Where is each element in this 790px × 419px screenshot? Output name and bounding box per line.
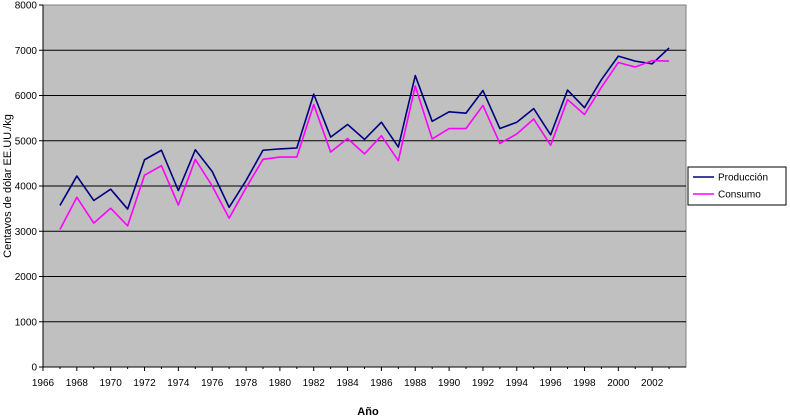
x-tick-label: 1988 [404, 378, 427, 389]
series-lines [59, 47, 670, 230]
x-axis-title: Año [357, 406, 379, 418]
x-tick-label: 1968 [66, 378, 89, 389]
x-tick-label: 1996 [540, 378, 563, 389]
x-tick-label: 1974 [167, 378, 190, 389]
x-tick-label: 2000 [607, 378, 630, 389]
y-tick-label: 2000 [15, 272, 38, 283]
y-tick-label: 5000 [15, 136, 38, 147]
grid [43, 49, 686, 323]
legend: Producción Consumo [687, 166, 787, 206]
y-tick-label: 7000 [15, 46, 38, 57]
legend-box [687, 166, 787, 206]
x-axis: 1966 1968 1970 1972 1974 1976 1978 1980 1982 1984… [32, 366, 686, 389]
x-tick-label: 2002 [641, 378, 664, 389]
legend-label: Consumo [718, 190, 761, 201]
y-tick-label: 8000 [15, 1, 38, 12]
y-tick-label: 6000 [15, 91, 38, 102]
y-tick-label: 3000 [15, 227, 38, 238]
x-tick-label: 1970 [100, 378, 123, 389]
x-tick-label: 1978 [235, 378, 258, 389]
x-tick-label: 1994 [506, 378, 529, 389]
y-tick-label: 1000 [15, 317, 38, 328]
x-tick-label: 1976 [201, 378, 224, 389]
series-line-produccion [59, 47, 670, 210]
x-tick-label: 1986 [370, 378, 393, 389]
legend-label: Producción [718, 173, 768, 184]
y-tick-label: 0 [31, 363, 37, 374]
y-axis: 0 1000 2000 3000 4000 5000 6000 7000 8000 [15, 1, 44, 374]
y-axis-title: Centavos de dólar EE.UU./kg [2, 114, 14, 258]
x-tick-label: 1990 [438, 378, 461, 389]
x-tick-label: 1982 [303, 378, 326, 389]
x-tick-label: 1980 [269, 378, 292, 389]
y-tick-label: 4000 [15, 182, 38, 193]
series-line-consumo [59, 59, 670, 230]
x-tick-label: 1966 [32, 378, 55, 389]
x-tick-label: 1984 [336, 378, 359, 389]
x-tick-label: 1972 [133, 378, 156, 389]
x-tick-label: 1992 [472, 378, 495, 389]
x-tick-label: 1998 [573, 378, 596, 389]
